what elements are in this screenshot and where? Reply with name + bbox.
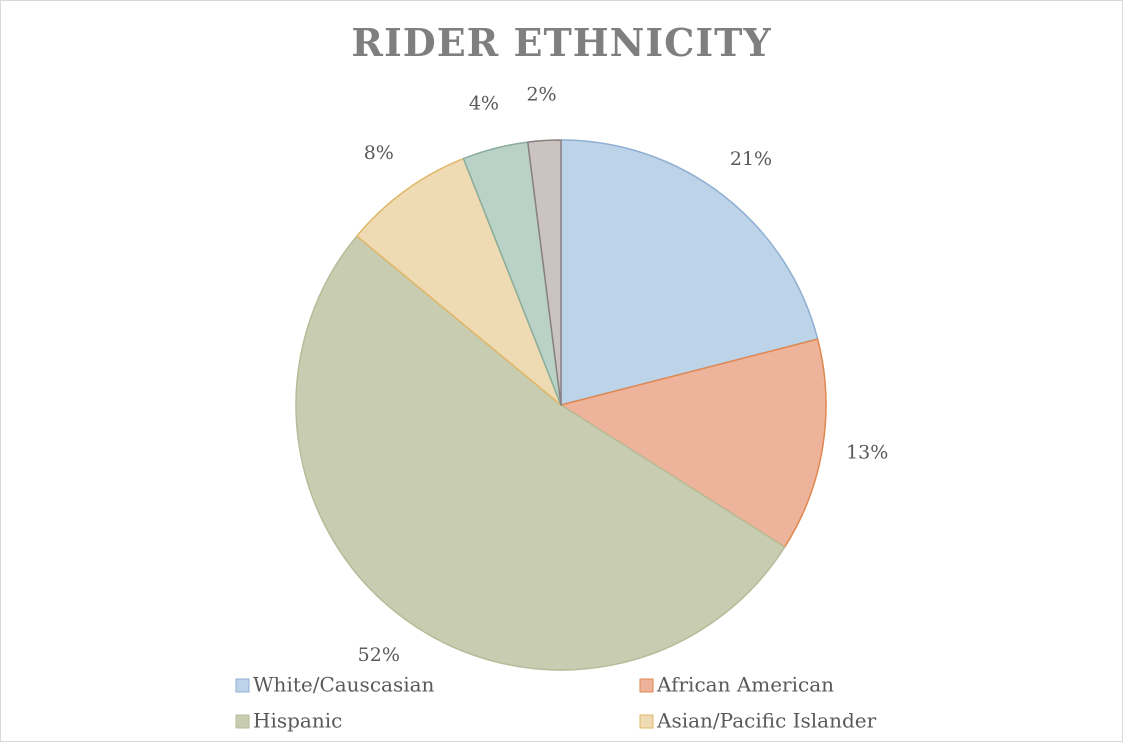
legend-swatch (235, 714, 250, 729)
legend-swatch (639, 714, 654, 729)
legend-entry-african-american: African American (639, 673, 834, 697)
data-label: 4% (469, 93, 499, 115)
legend-entry-hispanic: Hispanic (235, 709, 342, 733)
legend-swatch (235, 678, 250, 693)
pie-slice-african-american (560, 338, 827, 548)
chart-title: RIDER ETHNICITY (351, 20, 772, 65)
legend-label: Asian/Pacific Islander (656, 709, 877, 733)
legend-label: White/Causcasian (253, 673, 435, 697)
data-label: 21% (730, 148, 772, 170)
legend-entry-white-causcasian: White/Causcasian (235, 673, 435, 697)
data-label: 2% (526, 84, 556, 106)
pie-slice-hispanic (295, 235, 786, 671)
legend-entry-asian-pacific-islander: Asian/Pacific Islander (639, 709, 877, 733)
legend-label: Hispanic (253, 709, 342, 733)
pie-slice-asian-pacific-islander (356, 157, 562, 406)
legend-label: African American (656, 673, 834, 697)
data-label: 13% (846, 441, 888, 463)
pie-slice-slice-6 (527, 139, 562, 406)
legend-swatch (639, 678, 654, 693)
pie-slice-white-causcasian (560, 139, 819, 406)
data-label: 8% (364, 142, 394, 164)
data-label: 52% (358, 644, 400, 666)
